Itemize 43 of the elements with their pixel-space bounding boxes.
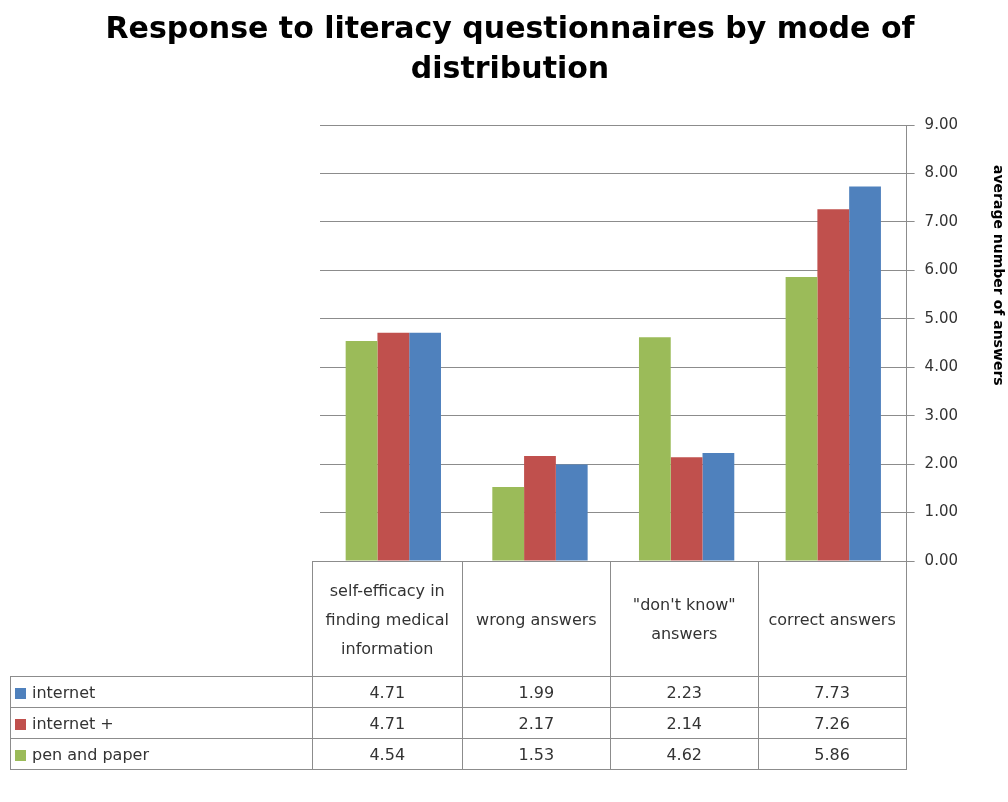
- data-label: 2.17: [462, 707, 611, 739]
- y-tick-label: 1.00: [924, 502, 959, 521]
- bar: [492, 486, 525, 561]
- data-label: 4.54: [312, 738, 463, 770]
- bar: [555, 464, 588, 561]
- data-label: 4.71: [312, 676, 463, 708]
- data-label: 4.62: [610, 738, 759, 770]
- bar: [524, 455, 556, 561]
- bar: [638, 337, 671, 561]
- bar: [849, 186, 881, 561]
- data-label: 2.14: [610, 707, 759, 739]
- chart-title: Response to literacy questionnaires by mode of distribution: [104, 9, 916, 87]
- x-tick-label: self-efficacy in finding medical information: [312, 561, 463, 677]
- data-label: 7.73: [758, 676, 907, 708]
- y-axis-title: average number of answers: [990, 165, 1007, 386]
- y-tick-label: 9.00: [924, 114, 959, 133]
- y-tick-label: 3.00: [924, 405, 959, 424]
- y-tick-label: 8.00: [924, 163, 959, 182]
- bar: [377, 332, 410, 561]
- data-label: 4.71: [312, 707, 463, 739]
- data-label: 7.26: [758, 707, 907, 739]
- bar: [702, 452, 735, 561]
- bar: [817, 209, 850, 561]
- bar: [409, 332, 441, 561]
- y-tick-label: 6.00: [924, 260, 959, 279]
- y-tick-label: 4.00: [924, 357, 959, 376]
- y-tick-label: 2.00: [924, 454, 959, 472]
- data-label: 1.53: [462, 738, 611, 770]
- legend-label: internet +: [10, 707, 313, 739]
- legend-label: pen and paper: [10, 738, 313, 770]
- data-label: 5.86: [758, 738, 907, 770]
- x-tick-label: wrong answers: [462, 561, 611, 677]
- y-tick-label: 5.00: [924, 308, 959, 327]
- x-tick-label: "don't know" answers: [610, 561, 759, 677]
- legend-label: internet: [10, 676, 313, 708]
- x-tick-label: correct answers: [758, 561, 907, 677]
- bar: [345, 341, 378, 561]
- bar: [670, 457, 703, 561]
- data-label: 2.23: [610, 676, 759, 708]
- bar: [785, 277, 818, 561]
- data-label: 1.99: [462, 676, 611, 708]
- y-tick-label: 0.00: [924, 550, 959, 569]
- y-tick-label: 7.00: [924, 211, 959, 230]
